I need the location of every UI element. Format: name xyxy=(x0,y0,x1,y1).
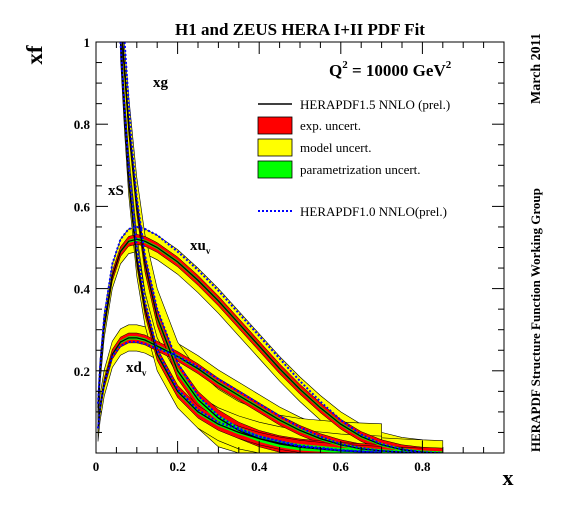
date-label: March 2011 xyxy=(529,33,544,104)
legend-swatch-exp xyxy=(257,116,293,135)
legend-swatch-model xyxy=(257,138,293,157)
reference-line-xu xyxy=(97,225,443,453)
legend-label-exp: exp. uncert. xyxy=(300,118,361,133)
scale-q-exp: 2 xyxy=(342,59,348,71)
svg-text:Q2 = 10000 GeV2: Q2 = 10000 GeV2 xyxy=(329,59,452,80)
reference-line-xd xyxy=(97,341,423,453)
reference-line-xg xyxy=(123,42,382,453)
legend: HERAPDF1.5 NNLO (prel.) exp. uncert. mod… xyxy=(257,97,450,219)
label-xdv: xdv xyxy=(126,360,147,378)
y-tick-label: 0.8 xyxy=(74,117,91,132)
plot-layer xyxy=(97,42,444,453)
y-axis-label: xf xyxy=(22,45,47,65)
legend-swatch-param xyxy=(257,160,293,179)
central-line-xd xyxy=(97,337,423,453)
x-tick-label: 0 xyxy=(93,459,100,474)
label-xuv: xuv xyxy=(190,238,211,256)
band-model-xS xyxy=(120,42,382,453)
scale-value: = 10000 GeV xyxy=(348,61,447,80)
x-tick-label: 0.6 xyxy=(333,459,350,474)
x-tick-label: 0.8 xyxy=(414,459,431,474)
y-tick-label: 1 xyxy=(84,35,91,50)
x-axis-label: x xyxy=(503,465,514,490)
central-line-xg xyxy=(121,42,382,453)
band-exp-xd xyxy=(97,332,423,453)
scale-label: Q2 = 10000 GeV2 xyxy=(329,59,452,80)
y-tick-label: 0.2 xyxy=(74,364,90,379)
legend-label-ref: HERAPDF1.0 NNLO(prel.) xyxy=(300,204,447,219)
band-exp-xg xyxy=(122,42,382,453)
label-xuv-sub: v xyxy=(206,246,211,256)
plot-area xyxy=(97,42,444,453)
label-xdv-sub: v xyxy=(142,368,147,378)
label-xg: xg xyxy=(153,75,169,91)
central-line-xS xyxy=(119,42,382,453)
label-xs: xS xyxy=(108,183,124,199)
group-label: HERAPDF Structure Function Working Group xyxy=(528,188,543,452)
axis-ticks: 0 0.2 0.4 0.6 0.8 0.2 0.4 0.6 0.8 1 xyxy=(74,35,505,474)
y-tick-label: 0.4 xyxy=(74,282,91,297)
x-tick-label: 0.4 xyxy=(251,459,268,474)
label-xuv-main: xu xyxy=(190,238,206,254)
legend-label-model: model uncert. xyxy=(300,140,371,155)
central-line-xu xyxy=(97,238,443,453)
y-tick-label: 0.6 xyxy=(74,199,91,214)
reference-line-xS xyxy=(119,42,382,453)
legend-label-param: parametrization uncert. xyxy=(300,162,421,177)
scale-unit-exp: 2 xyxy=(446,59,452,71)
x-tick-label: 0.2 xyxy=(169,459,185,474)
scale-q: Q xyxy=(329,61,342,80)
chart-title: H1 and ZEUS HERA I+II PDF Fit xyxy=(175,20,425,39)
legend-label-central: HERAPDF1.5 NNLO (prel.) xyxy=(300,97,450,112)
label-xdv-main: xd xyxy=(126,360,143,376)
